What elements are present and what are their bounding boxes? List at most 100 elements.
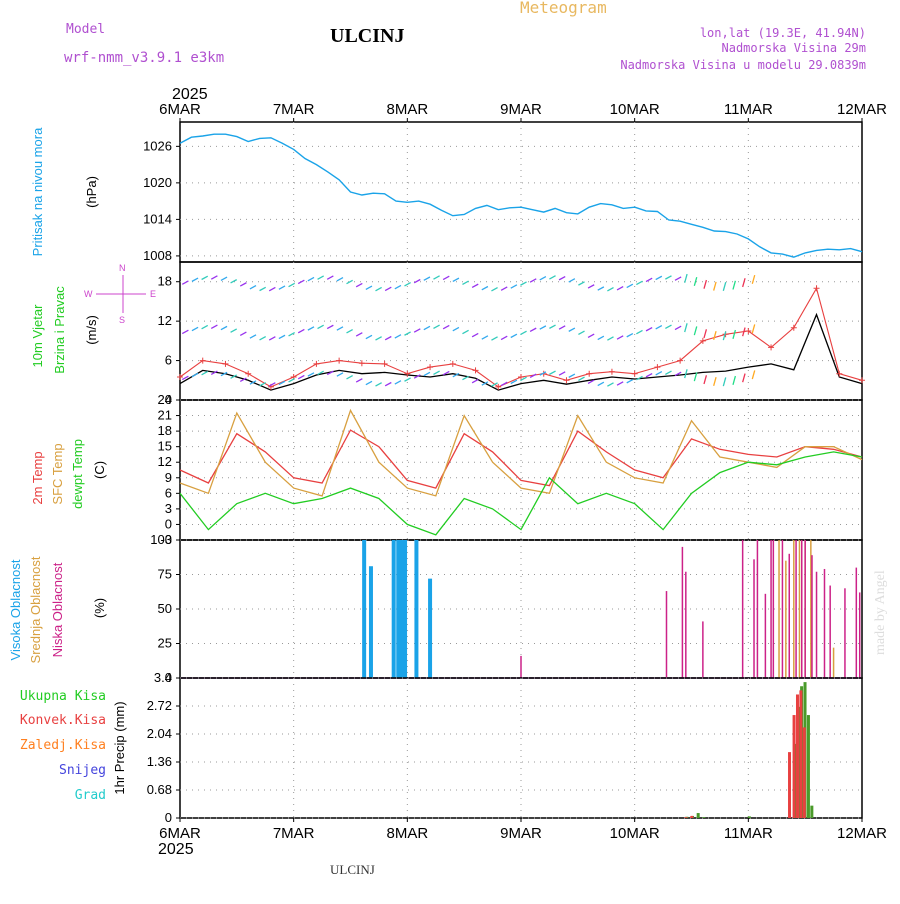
wind-ylabel2: Brzina i Pravac bbox=[52, 286, 67, 374]
lonlat-text: lon,lat (19.3E, 41.94N) bbox=[700, 26, 866, 40]
cloud-label-low: Niska Oblacnost bbox=[50, 562, 65, 657]
wind-arrow bbox=[336, 277, 344, 282]
wind-arrow bbox=[636, 329, 643, 335]
wind-unit: (m/s) bbox=[84, 315, 99, 345]
cloud-bar bbox=[785, 560, 787, 678]
wind-arrow bbox=[558, 275, 566, 281]
wind-arrow bbox=[249, 284, 257, 290]
wind-arrow bbox=[423, 325, 431, 331]
wind-arrow bbox=[230, 374, 238, 379]
wind-arrow bbox=[394, 284, 402, 290]
wind-arrow bbox=[626, 332, 634, 338]
cloud-bar bbox=[772, 540, 775, 678]
wind-arrow bbox=[326, 370, 334, 376]
y-tick-label: 6 bbox=[165, 485, 172, 500]
wind-arrow bbox=[616, 286, 624, 291]
wind-arrow bbox=[732, 280, 737, 290]
model-label: Model bbox=[66, 22, 105, 37]
cloud-bar bbox=[815, 571, 818, 678]
wind-arrow bbox=[394, 380, 402, 385]
wind-arrow bbox=[549, 275, 556, 280]
wind-gust-marker bbox=[859, 377, 865, 384]
wind-arrow bbox=[355, 378, 363, 383]
wind-arrow bbox=[201, 275, 209, 281]
wind-arrow bbox=[307, 372, 315, 377]
wind-arrow bbox=[491, 336, 498, 341]
wind-arrow bbox=[220, 325, 228, 331]
meteogram-title: Meteogram bbox=[520, 0, 607, 17]
wind-arrow bbox=[500, 335, 508, 341]
wind-arrow bbox=[742, 278, 746, 288]
wind-arrow bbox=[645, 326, 653, 332]
wind-arrow bbox=[210, 324, 218, 330]
y-tick-label: 3.4 bbox=[154, 670, 172, 685]
wind-arrow bbox=[433, 370, 440, 375]
y-tick-label: 1014 bbox=[143, 211, 172, 226]
wind-arrow bbox=[732, 329, 737, 339]
wind-arrow bbox=[317, 370, 324, 376]
wind-gust-marker bbox=[313, 360, 320, 367]
wind-arrow bbox=[288, 378, 296, 383]
cloud-bar bbox=[844, 588, 846, 678]
wind-arrow bbox=[278, 334, 286, 340]
wind-arrow bbox=[703, 329, 708, 339]
y-tick-label: 18 bbox=[158, 274, 172, 289]
wind-arrow bbox=[346, 279, 353, 285]
pressure-ylabel: Pritisak na nivou mora bbox=[30, 127, 45, 256]
wind-arrow bbox=[365, 380, 373, 386]
precip-label-total: Ukupna Kisa bbox=[20, 689, 106, 704]
cloud-panel: 100 75 50 25 0 bbox=[150, 532, 863, 685]
wind-ylabel: 10m Vjetar bbox=[30, 304, 45, 368]
wind-arrow bbox=[239, 331, 247, 336]
cloud-bar bbox=[520, 655, 522, 678]
wind-arrow bbox=[500, 381, 508, 387]
wind-arrow bbox=[452, 372, 460, 378]
wind-arrow bbox=[655, 324, 663, 330]
wind-arrow bbox=[278, 285, 286, 290]
wind-arrow bbox=[529, 327, 537, 333]
wind-arrow bbox=[423, 276, 431, 281]
wind-gust-marker bbox=[745, 328, 752, 334]
precip-bar bbox=[810, 805, 814, 818]
precip-bar bbox=[702, 817, 706, 818]
wind-arrow bbox=[452, 277, 460, 283]
wind-arrow bbox=[297, 279, 305, 285]
wind-arrow bbox=[201, 370, 209, 376]
cloud-bar bbox=[855, 567, 858, 678]
wind-arrow bbox=[249, 334, 257, 339]
wind-arrow bbox=[365, 334, 373, 340]
wind-arrow bbox=[413, 374, 421, 379]
wind-arrow bbox=[549, 324, 556, 329]
cloud-unit: (%) bbox=[92, 598, 107, 618]
x-tick-label-top: 11MAR bbox=[724, 101, 773, 118]
compass-w: W bbox=[84, 289, 93, 299]
cloud-bar bbox=[832, 647, 835, 678]
x-tick-label-top: 6MAR bbox=[159, 101, 201, 118]
wind-arrow bbox=[404, 377, 411, 382]
cloud-bar bbox=[801, 540, 803, 678]
wind-arrow bbox=[384, 381, 392, 387]
cloud-bar bbox=[793, 540, 795, 678]
wind-arrow bbox=[626, 283, 634, 289]
y-tick-label: 12 bbox=[158, 313, 172, 328]
wind-arrow bbox=[722, 331, 727, 341]
cloud-bar bbox=[414, 540, 419, 678]
wind-gust-marker bbox=[699, 337, 706, 344]
wind-arrow bbox=[693, 372, 698, 382]
cloud-bar bbox=[781, 540, 784, 678]
wind-gust-marker bbox=[449, 360, 456, 367]
wind-arrow bbox=[655, 275, 663, 281]
wind-arrow bbox=[326, 275, 334, 280]
temp-unit: (C) bbox=[92, 461, 107, 479]
cloud-bar bbox=[396, 540, 401, 678]
precip-bar bbox=[747, 816, 751, 818]
cloud-bar bbox=[702, 621, 704, 678]
wind-arrow bbox=[665, 370, 672, 375]
wind-arrow bbox=[665, 275, 672, 280]
wind-arrow bbox=[751, 274, 756, 284]
y-tick-label: 0 bbox=[165, 516, 172, 531]
wind-arrow bbox=[655, 370, 663, 376]
wind-arrow bbox=[616, 335, 624, 340]
cloud-bar bbox=[770, 540, 772, 678]
